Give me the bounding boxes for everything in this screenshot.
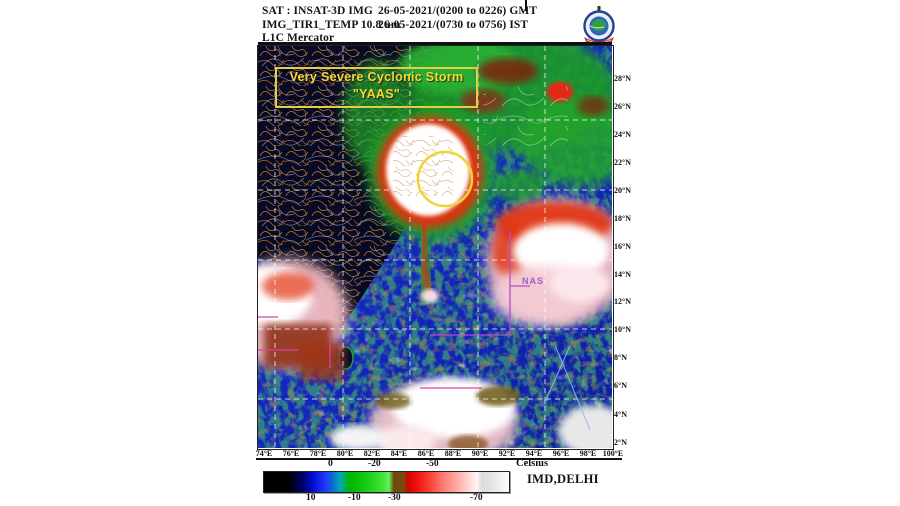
lat-label: 16°N <box>614 242 631 251</box>
top-tick-mark <box>525 0 527 11</box>
lon-label: 94°E <box>525 449 543 458</box>
lat-label: 10°N <box>614 325 631 334</box>
lat-label: 2°N <box>614 438 627 447</box>
credit-label: IMD,DELHI <box>527 472 599 486</box>
lon-label: 86°E <box>417 449 435 458</box>
colorbar-tick: -30 <box>388 493 401 503</box>
lon-label: 74°E <box>255 449 273 458</box>
map-border <box>257 45 614 450</box>
header-right-column: 26-05-2021/(0200 to 0226) GMT 26-05-2021… <box>378 5 537 32</box>
lat-label: 4°N <box>614 410 627 419</box>
satellite-map-canvas <box>224 31 638 466</box>
header-gmt-time: 26-05-2021/(0200 to 0226) GMT <box>378 5 538 17</box>
bottom-cloud-mass <box>330 378 520 466</box>
lon-label: 76°E <box>282 449 300 458</box>
lon-label: 100°E <box>602 449 624 458</box>
colorbar-unit-label: Celsius <box>516 458 549 469</box>
lon-label: 80°E <box>336 449 354 458</box>
header-channel-line: IMG_TIR1_TEMP 10.8 um <box>262 18 401 31</box>
lon-label: 82°E <box>363 449 381 458</box>
lat-label: 22°N <box>614 158 631 167</box>
lat-label: 14°N <box>614 270 631 279</box>
region-label-nas: NAS <box>522 276 545 286</box>
colorbar-tick: -20 <box>368 459 381 469</box>
satellite-map <box>224 31 638 466</box>
colorbar-tick: 0 <box>328 459 333 469</box>
colorbar-tick: 10 <box>306 493 316 503</box>
lat-label: 26°N <box>614 102 631 111</box>
fir-boundary-lines <box>258 230 591 431</box>
colorbar-tick: -10 <box>348 493 361 503</box>
lon-label: 96°E <box>552 449 570 458</box>
header-left-column: SAT : INSAT-3D IMG IMG_TIR1_TEMP 10.8 um… <box>262 5 401 46</box>
lat-label: 18°N <box>614 214 631 223</box>
header-projection-line: L1C Mercator <box>262 32 335 44</box>
lon-label: 98°E <box>579 449 597 458</box>
lon-label: 88°E <box>444 449 462 458</box>
lat-label: 20°N <box>614 186 631 195</box>
lat-label: 24°N <box>614 130 631 139</box>
header-ist-time: 26-05-2021/(0730 to 0756) IST <box>378 18 529 31</box>
header-divider <box>258 42 612 45</box>
storm-title-line2: "YAAS" <box>352 87 401 101</box>
lon-label: 84°E <box>390 449 408 458</box>
storm-center-circle <box>416 150 474 208</box>
storm-title-box: Very Severe Cyclonic Storm "YAAS" <box>275 67 478 108</box>
right-cloud-mass <box>486 199 630 326</box>
colorbar-tick: -50 <box>426 459 439 469</box>
header-sat-line: SAT : INSAT-3D IMG <box>262 5 373 17</box>
lon-label: 90°E <box>471 449 489 458</box>
axis-baseline <box>256 458 622 460</box>
colorbar-tick: -70 <box>470 493 483 503</box>
lat-label: 12°N <box>614 297 631 306</box>
temperature-colorbar <box>263 471 510 493</box>
lon-label: 78°E <box>309 449 327 458</box>
storm-title-line1: Very Severe Cyclonic Storm <box>289 70 464 84</box>
lon-label: 92°E <box>498 449 516 458</box>
lat-label: 8°N <box>614 353 627 362</box>
lat-label: 28°N <box>614 74 631 83</box>
graticule <box>258 46 612 448</box>
lat-label: 6°N <box>614 381 627 390</box>
